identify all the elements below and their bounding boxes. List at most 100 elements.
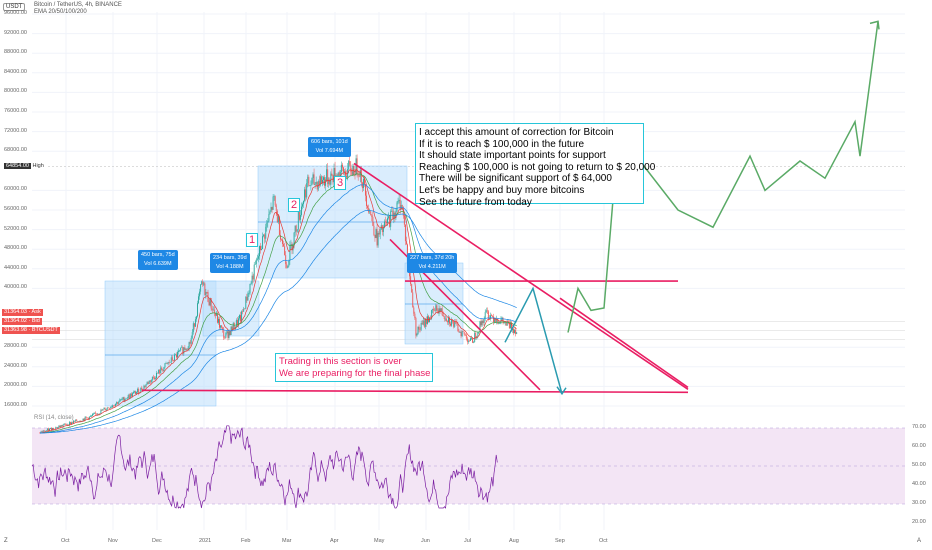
time-tick: Apr (330, 538, 339, 544)
candle-body (485, 310, 487, 313)
rsi-pane (31, 425, 905, 509)
candle-body (446, 321, 448, 323)
candle-body (449, 317, 450, 324)
candle-body (450, 323, 451, 326)
candle-body (306, 183, 308, 198)
high-label: 64854.00 High (2, 163, 46, 170)
candle-body (448, 317, 449, 323)
candle-body (72, 422, 73, 424)
phase-note[interactable]: Trading in this section is over We are p… (275, 353, 433, 382)
candle-body (252, 275, 254, 280)
candle-body (215, 313, 217, 316)
candle-body (381, 225, 383, 232)
candle-body (362, 178, 364, 189)
candle-body (351, 171, 353, 175)
candle-body (256, 258, 258, 260)
candle-body (435, 305, 437, 311)
candle-body (462, 331, 464, 332)
candle-body (400, 204, 402, 210)
candle-body (40, 431, 42, 434)
candle-body (421, 322, 423, 325)
candle-body (121, 399, 123, 400)
candle-body (415, 318, 417, 336)
candle-body (359, 169, 361, 177)
currency-badge[interactable]: USDT (3, 3, 26, 11)
note-line: See the future from today (419, 196, 532, 208)
note-line: Reaching $ 100,000 is not going to retur… (419, 161, 656, 173)
candle-body (198, 296, 199, 304)
auto-scale-button[interactable]: A (917, 538, 922, 544)
candle-body (51, 428, 52, 431)
candle-body (273, 196, 275, 197)
time-tick: May (374, 538, 385, 544)
price-tick: 76000.00 (4, 108, 27, 114)
candle-body (395, 211, 397, 218)
candle-body (398, 199, 400, 201)
candle-body (423, 320, 425, 327)
candle-body (262, 236, 264, 249)
candle-body (385, 221, 386, 223)
candle-body (469, 340, 470, 342)
candle-body (73, 420, 75, 424)
candle-body (182, 347, 184, 354)
candle-body (437, 310, 439, 314)
candle-body (503, 322, 505, 324)
candle-body (318, 181, 320, 186)
candle-body (494, 318, 496, 323)
candle-body (296, 229, 298, 232)
candle-body (76, 419, 78, 422)
range-label-4: 227 bars, 37d 20h Vol 4.211M (407, 253, 458, 273)
candle-body (294, 225, 296, 233)
candle-body (47, 428, 49, 431)
candle-body (284, 246, 286, 256)
candle-body (161, 367, 163, 370)
candle-body (348, 161, 350, 170)
price-tick: 80000.00 (4, 88, 27, 95)
rsi-label: RSI (14, close) (34, 415, 74, 421)
candle-body (291, 244, 293, 251)
timezone-button[interactable]: Z (4, 538, 8, 544)
candle-body (52, 428, 54, 431)
candles (39, 154, 518, 435)
candle-body (57, 426, 59, 429)
candle-body (472, 338, 474, 343)
candle-body (184, 347, 186, 350)
candle-body (471, 338, 472, 339)
candle-body (103, 408, 105, 410)
time-tick: Feb (241, 538, 251, 544)
price-tick: 52000.00 (4, 225, 27, 232)
candle-body (475, 333, 477, 339)
candle-body (74, 420, 76, 422)
candle-body (229, 331, 231, 336)
candle-body (433, 308, 435, 311)
time-tick: Oct (599, 538, 608, 544)
candle-body (401, 204, 403, 207)
candle-body (458, 331, 460, 333)
candle-body (285, 255, 287, 265)
candle-body (243, 308, 245, 312)
analysis-note[interactable]: I accept this amount of correction for B… (415, 123, 656, 208)
candle-body (301, 206, 302, 216)
candle-body (464, 334, 466, 335)
candle-body (396, 202, 398, 212)
candle-body (513, 328, 514, 334)
candle-body (235, 320, 237, 327)
price-tick: 92000.00 (4, 29, 27, 36)
candle-body (71, 422, 72, 425)
candle-body (379, 229, 381, 235)
candle-body (264, 234, 266, 239)
ema-line (39, 184, 517, 434)
candle-body (267, 220, 269, 223)
candle-body (100, 409, 102, 414)
candle-body (172, 360, 174, 361)
candle-body (159, 369, 161, 374)
candle-body (192, 323, 194, 333)
candle-body (470, 338, 471, 341)
candle-body (456, 322, 458, 324)
candle-body (406, 241, 407, 245)
candle-body (44, 431, 46, 432)
candle-body (418, 326, 420, 330)
candle-body (223, 329, 225, 338)
candle-body (50, 428, 51, 429)
